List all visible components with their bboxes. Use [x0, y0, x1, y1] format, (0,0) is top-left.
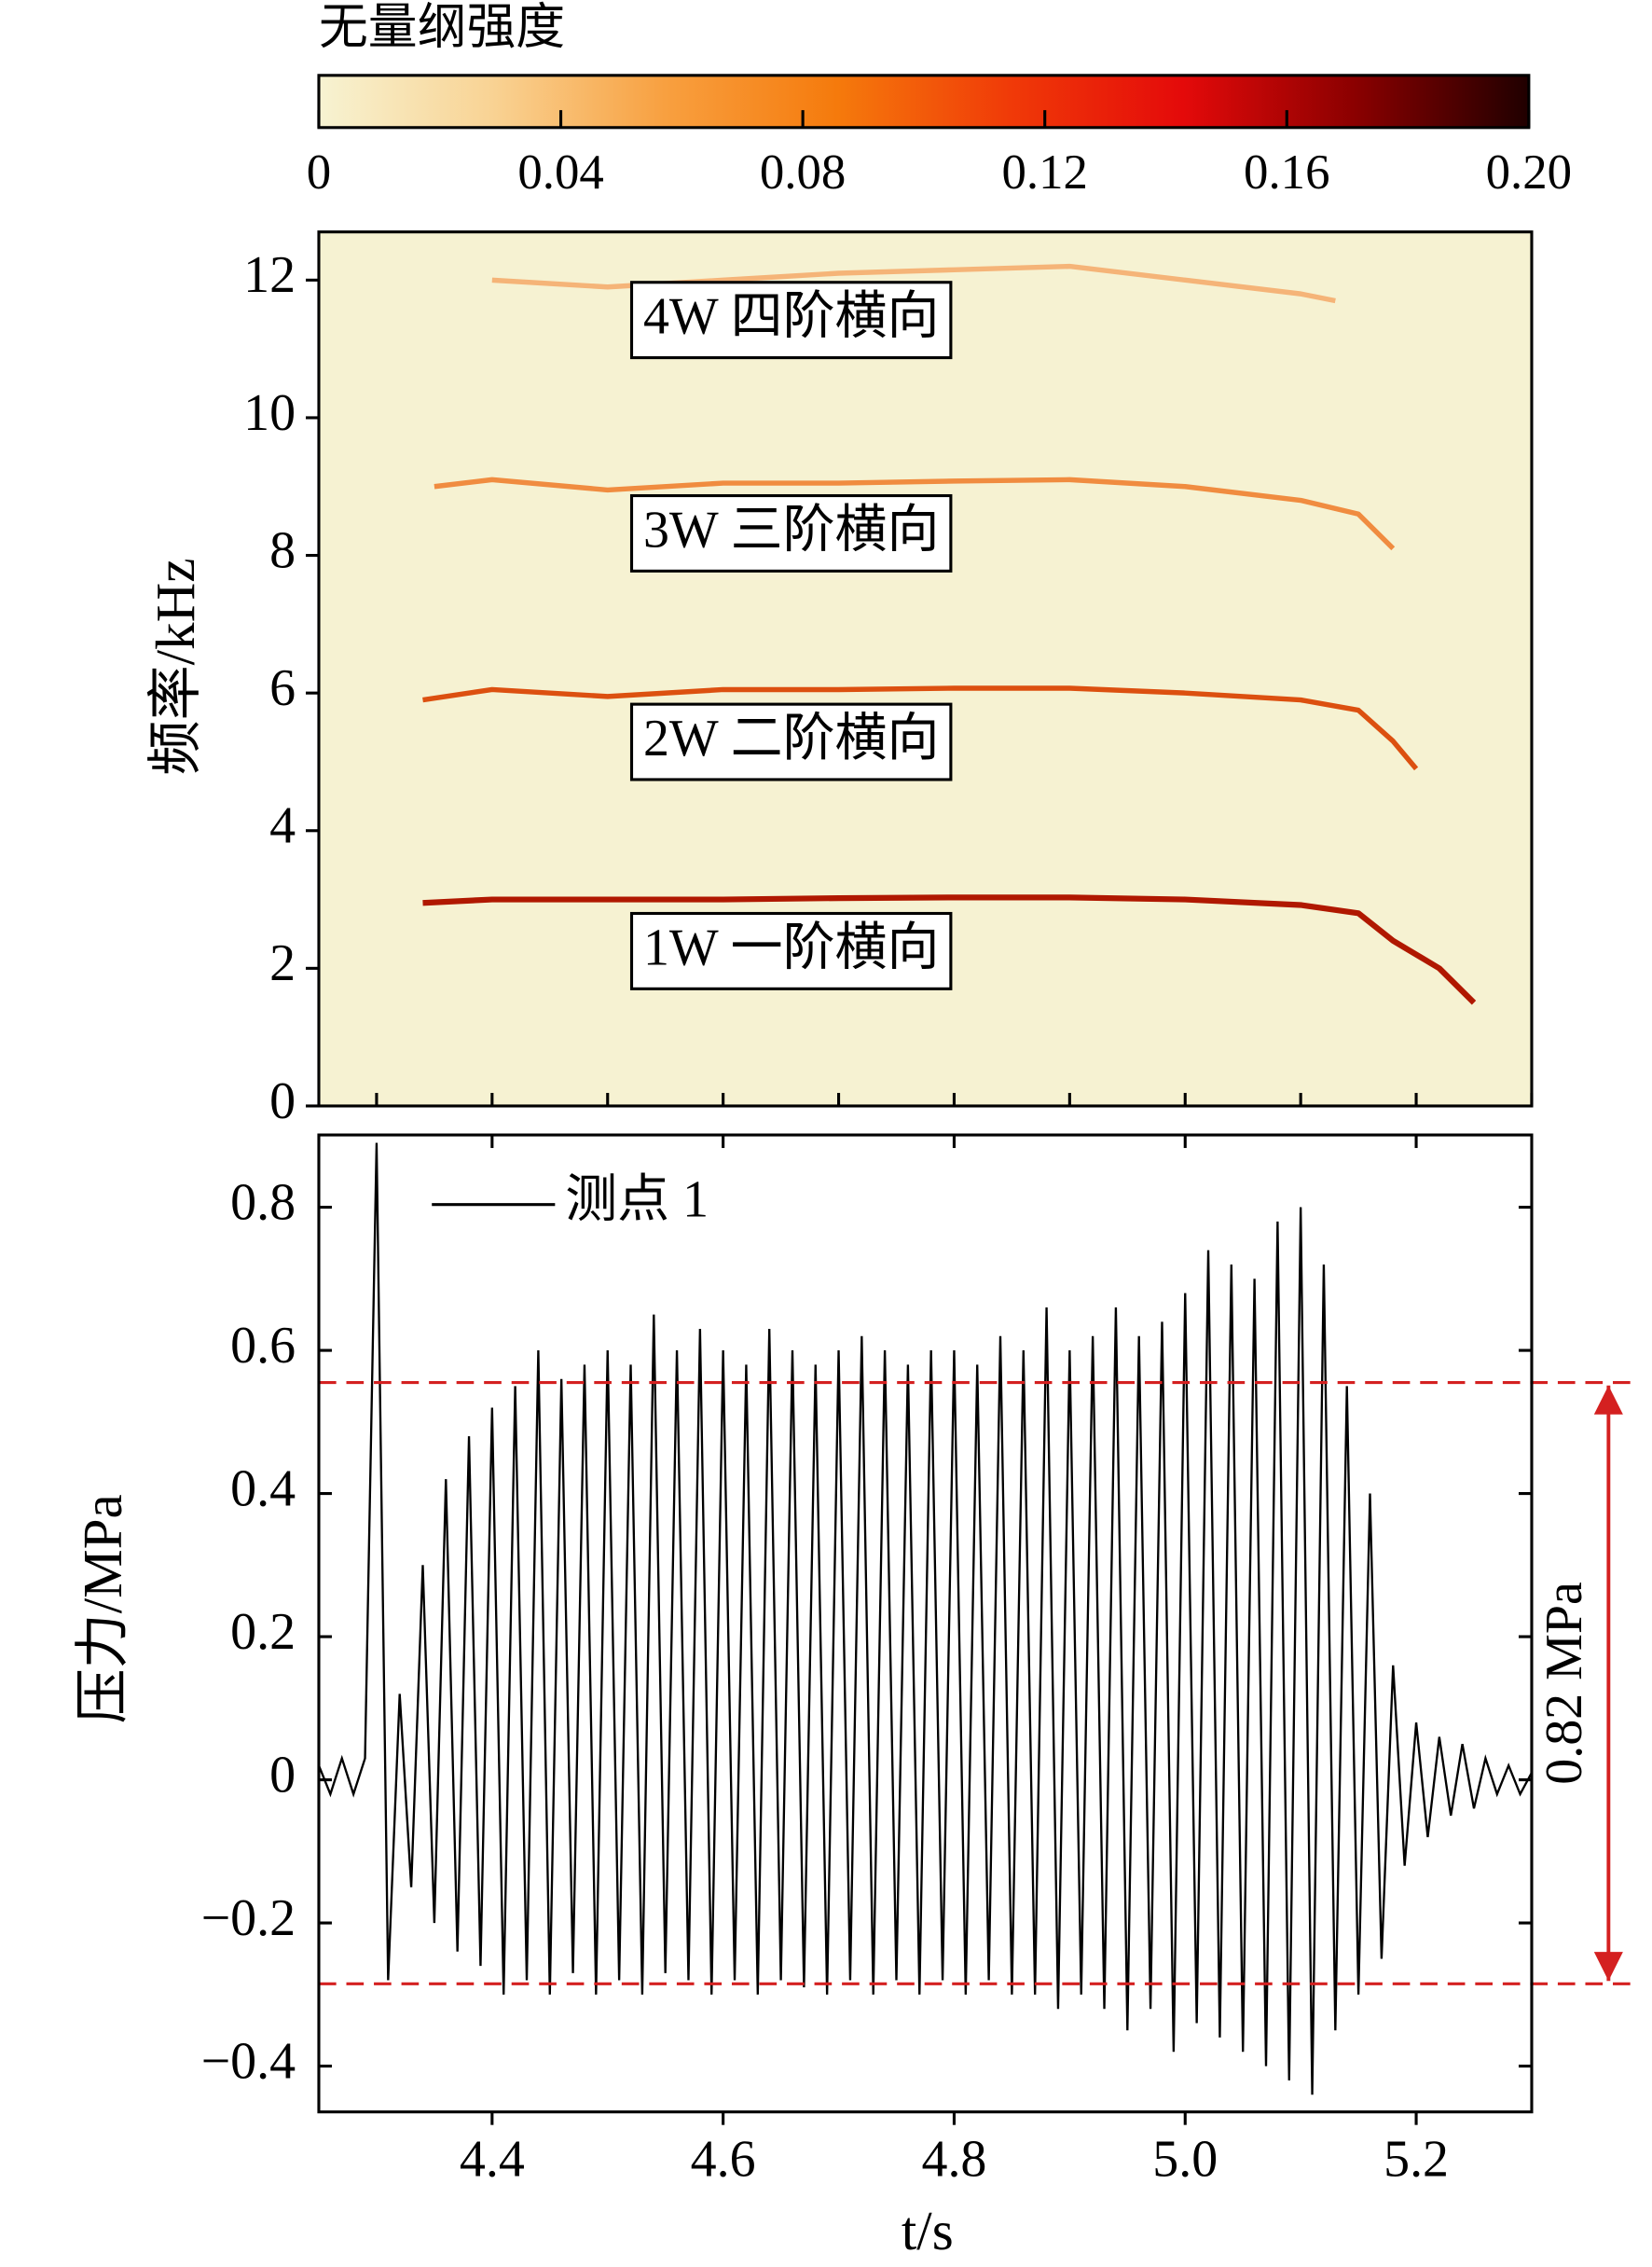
colorbar-tick-label: 0.16 — [1244, 145, 1329, 200]
y-tick-label: 4 — [269, 797, 296, 855]
pressure-line — [317, 1142, 1533, 2095]
y-axis-label: 频率/kHz — [145, 559, 206, 776]
y-tick-label: 0 — [269, 1072, 296, 1130]
mode-label-text: 2W 二阶横向 — [643, 710, 940, 767]
mode-label-box — [629, 702, 953, 781]
legend-label: 测点 1 — [565, 1171, 709, 1229]
mode-label-text: 3W 三阶横向 — [643, 501, 940, 559]
mode-label: 3W 三阶横向 — [629, 493, 953, 573]
mode-label-box — [629, 281, 953, 360]
x-axis-label: t/s — [902, 2200, 954, 2261]
y-axis-label: 压力/MPa — [72, 1494, 133, 1723]
y-tick-label: 0.8 — [230, 1173, 296, 1231]
mode-label-box — [629, 493, 953, 573]
spectral-ridge — [422, 894, 1477, 1005]
mode-label: 4W 四阶横向 — [629, 281, 953, 360]
colorbar-tick-label: 0 — [307, 145, 331, 200]
y-tick-label: 0 — [269, 1746, 296, 1804]
x-tick-label: 4.8 — [921, 2130, 986, 2188]
colorbar-tick-label: 0.20 — [1486, 145, 1572, 200]
spectral-ridge — [434, 477, 1396, 551]
y-tick-label: 2 — [269, 934, 296, 992]
plot-frame — [317, 1133, 1534, 2114]
colorbar-tick-label: 0.08 — [760, 145, 846, 200]
colorbar-tick-label: 0.12 — [1001, 145, 1087, 200]
y-tick-label: 0.6 — [230, 1317, 296, 1375]
y-tick-label: 0.2 — [230, 1603, 296, 1661]
plot-frame — [317, 230, 1534, 1108]
y-tick-label: −0.4 — [201, 2032, 296, 2090]
mode-label-box — [629, 911, 953, 990]
y-tick-label: −0.2 — [201, 1889, 296, 1947]
y-tick-label: 0.4 — [230, 1459, 296, 1517]
colorbar-tick-label: 0.04 — [517, 145, 603, 200]
x-tick-label: 5.2 — [1384, 2130, 1449, 2188]
mode-label-text: 1W 一阶横向 — [643, 919, 940, 976]
mode-label-text: 4W 四阶横向 — [643, 288, 940, 346]
y-tick-label: 10 — [243, 384, 296, 442]
x-tick-label: 4.6 — [691, 2130, 756, 2188]
spectral-ridge — [422, 685, 1419, 771]
range-annotation: 0.82 MPa — [1535, 1582, 1593, 1785]
colorbar-title: 无量纲强度 — [319, 0, 565, 54]
y-tick-label: 12 — [243, 246, 296, 304]
x-tick-label: 5.0 — [1152, 2130, 1218, 2188]
mode-label: 1W 一阶横向 — [629, 911, 953, 990]
y-tick-label: 6 — [269, 659, 296, 717]
y-tick-label: 8 — [269, 521, 296, 579]
x-tick-label: 4.4 — [460, 2130, 525, 2188]
mode-label: 2W 二阶横向 — [629, 702, 953, 781]
colorbar — [317, 74, 1531, 130]
